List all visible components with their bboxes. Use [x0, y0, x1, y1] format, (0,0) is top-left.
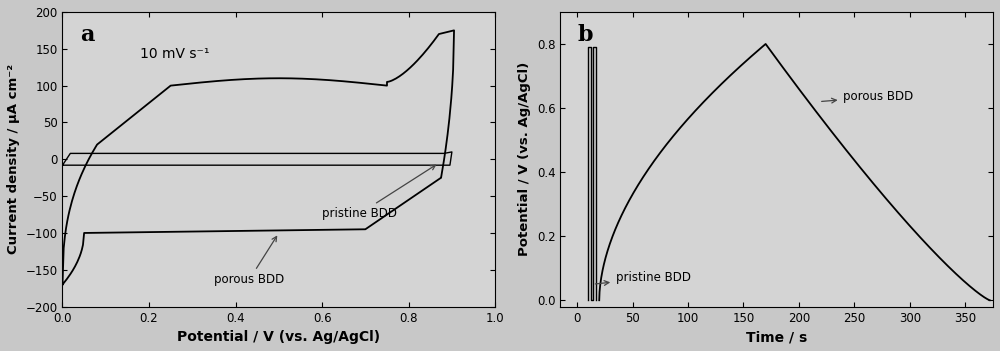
- Text: pristine BDD: pristine BDD: [322, 165, 435, 220]
- Text: pristine BDD: pristine BDD: [595, 271, 691, 285]
- X-axis label: Time / s: Time / s: [746, 330, 807, 344]
- Y-axis label: Potential / V (vs. Ag/AgCl): Potential / V (vs. Ag/AgCl): [518, 62, 531, 257]
- Text: porous BDD: porous BDD: [214, 237, 284, 286]
- Text: porous BDD: porous BDD: [822, 90, 914, 103]
- Text: a: a: [80, 24, 94, 46]
- Y-axis label: Current density / μA cm⁻²: Current density / μA cm⁻²: [7, 64, 20, 254]
- X-axis label: Potential / V (vs. Ag/AgCl): Potential / V (vs. Ag/AgCl): [177, 330, 380, 344]
- Text: 10 mV s⁻¹: 10 mV s⁻¹: [140, 47, 210, 61]
- Text: b: b: [578, 24, 593, 46]
